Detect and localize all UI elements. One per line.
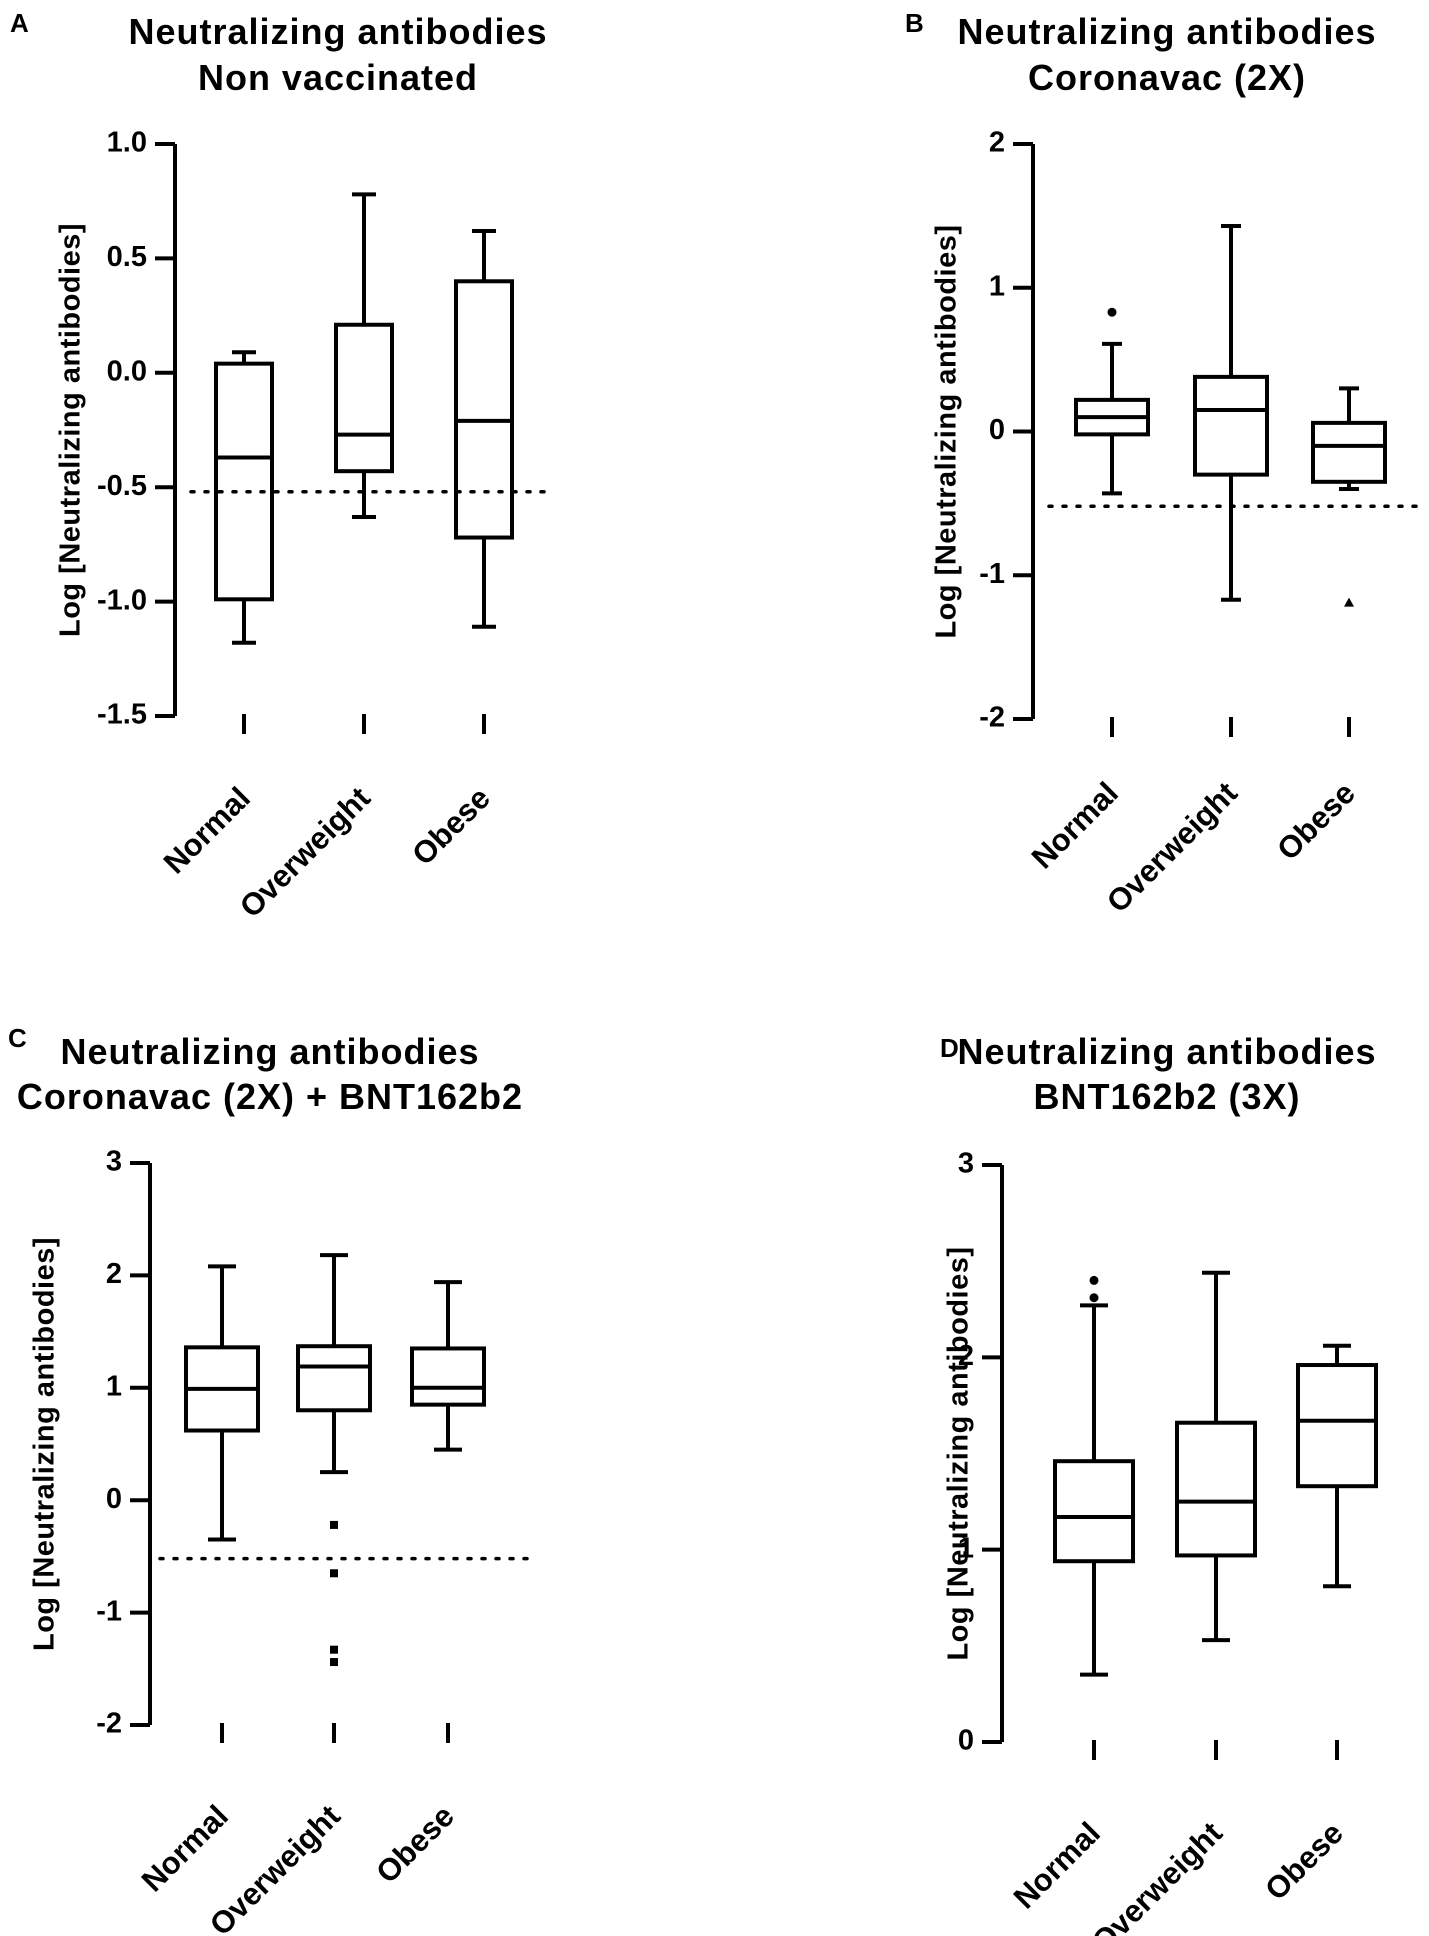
box-overweight	[334, 192, 394, 519]
box-obese	[1296, 1343, 1378, 1589]
y-tick-label: 2	[989, 127, 1005, 159]
iqr-box	[334, 322, 394, 474]
y-tick-label: 2	[106, 1258, 122, 1290]
chart-title-line-2: Coronavac (2X)	[1028, 57, 1306, 98]
box-overweight	[1175, 1270, 1257, 1643]
x-category-label-obese: Obese	[1270, 775, 1362, 867]
outlier-point	[330, 1658, 338, 1667]
y-tick-label: 1	[106, 1370, 122, 1402]
panel-letter: B	[905, 8, 924, 38]
box-normal	[184, 1264, 260, 1542]
chart-title-line-1: Neutralizing antibodies	[60, 1031, 479, 1072]
y-tick-label: -2	[96, 1708, 122, 1740]
iqr-box	[1296, 1363, 1378, 1489]
y-tick-label: -1.5	[97, 699, 147, 731]
y-axis-label: Log [Neutralizing antibodies]	[943, 1246, 975, 1660]
panel-letter: C	[8, 1023, 27, 1053]
y-axis-label: Log [Neutralizing antibodies]	[55, 223, 87, 637]
chart-title-line-1: Neutralizing antibodies	[957, 1031, 1376, 1072]
y-tick-label: -2	[979, 702, 1005, 734]
iqr-box	[214, 361, 274, 602]
x-category-label-normal: Normal	[1007, 1815, 1107, 1915]
iqr-box	[1311, 420, 1387, 484]
outlier-point	[330, 1520, 338, 1529]
box-overweight	[296, 1253, 372, 1667]
chart-title-line-1: Neutralizing antibodies	[957, 11, 1376, 52]
panel-letter: A	[10, 8, 29, 38]
y-tick-label: -0.5	[97, 470, 147, 502]
y-axis-label: Log [Neutralizing antibodies]	[29, 1237, 61, 1651]
y-tick-label: 0.0	[107, 355, 147, 387]
y-tick-label: -1	[96, 1595, 122, 1627]
x-category-label-obese: Obese	[405, 780, 497, 872]
box-obese	[410, 1280, 486, 1452]
box-obese	[454, 228, 514, 629]
box-overweight	[1193, 223, 1269, 602]
y-tick-label: 1.0	[107, 127, 147, 159]
x-category-label-normal: Normal	[135, 1798, 235, 1898]
iqr-box	[454, 279, 514, 540]
x-category-label-obese: Obese	[369, 1798, 461, 1890]
chart-title-line-2: Non vaccinated	[198, 57, 478, 98]
outlier-point	[1107, 307, 1117, 317]
y-tick-label: -1	[979, 558, 1005, 590]
outlier-point	[1089, 1293, 1099, 1303]
y-tick-label: 1	[958, 1532, 974, 1564]
iqr-box	[1175, 1420, 1257, 1558]
y-tick-label: -1.0	[97, 584, 147, 616]
y-axis-label: Log [Neutralizing antibodies]	[931, 224, 963, 638]
box-obese	[1311, 386, 1387, 607]
outlier-point	[330, 1569, 338, 1578]
outlier-point	[1344, 597, 1354, 607]
y-tick-label: 3	[106, 1146, 122, 1178]
y-tick-label: 1	[989, 270, 1005, 302]
panel-letter: D	[940, 1033, 959, 1063]
panel-b: B Neutralizing antibodies Coronavac (2X) Lo…	[905, 8, 1422, 919]
chart-title-line-2: BNT162b2 (3X)	[1033, 1076, 1300, 1117]
panel-a: A Neutralizing antibodies Non vaccinated Lo…	[10, 8, 552, 924]
y-tick-label: 0	[958, 1725, 974, 1757]
x-category-label-overweight: Overweight	[233, 780, 377, 924]
outlier-point	[330, 1645, 338, 1654]
box-normal	[1074, 307, 1150, 496]
y-tick-label: 0	[106, 1483, 122, 1515]
box-normal	[214, 350, 274, 645]
iqr-box	[410, 1346, 486, 1407]
box-normal	[1053, 1275, 1135, 1677]
iqr-box	[1193, 374, 1269, 477]
x-category-label-obese: Obese	[1258, 1815, 1350, 1907]
chart-title-line-2: Coronavac (2X) + BNT162b2	[17, 1076, 523, 1117]
iqr-box	[1053, 1459, 1135, 1564]
chart-title-line-1: Neutralizing antibodies	[128, 11, 547, 52]
y-tick-label: 3	[958, 1148, 974, 1180]
x-category-label-normal: Normal	[1025, 775, 1125, 875]
x-category-label-overweight: Overweight	[1085, 1815, 1229, 1936]
y-tick-label: 0	[989, 414, 1005, 446]
outlier-point	[1089, 1275, 1099, 1285]
iqr-box	[296, 1344, 372, 1413]
y-tick-label: 0.5	[107, 241, 147, 273]
x-category-label-normal: Normal	[157, 780, 257, 880]
y-tick-label: 2	[958, 1340, 974, 1372]
